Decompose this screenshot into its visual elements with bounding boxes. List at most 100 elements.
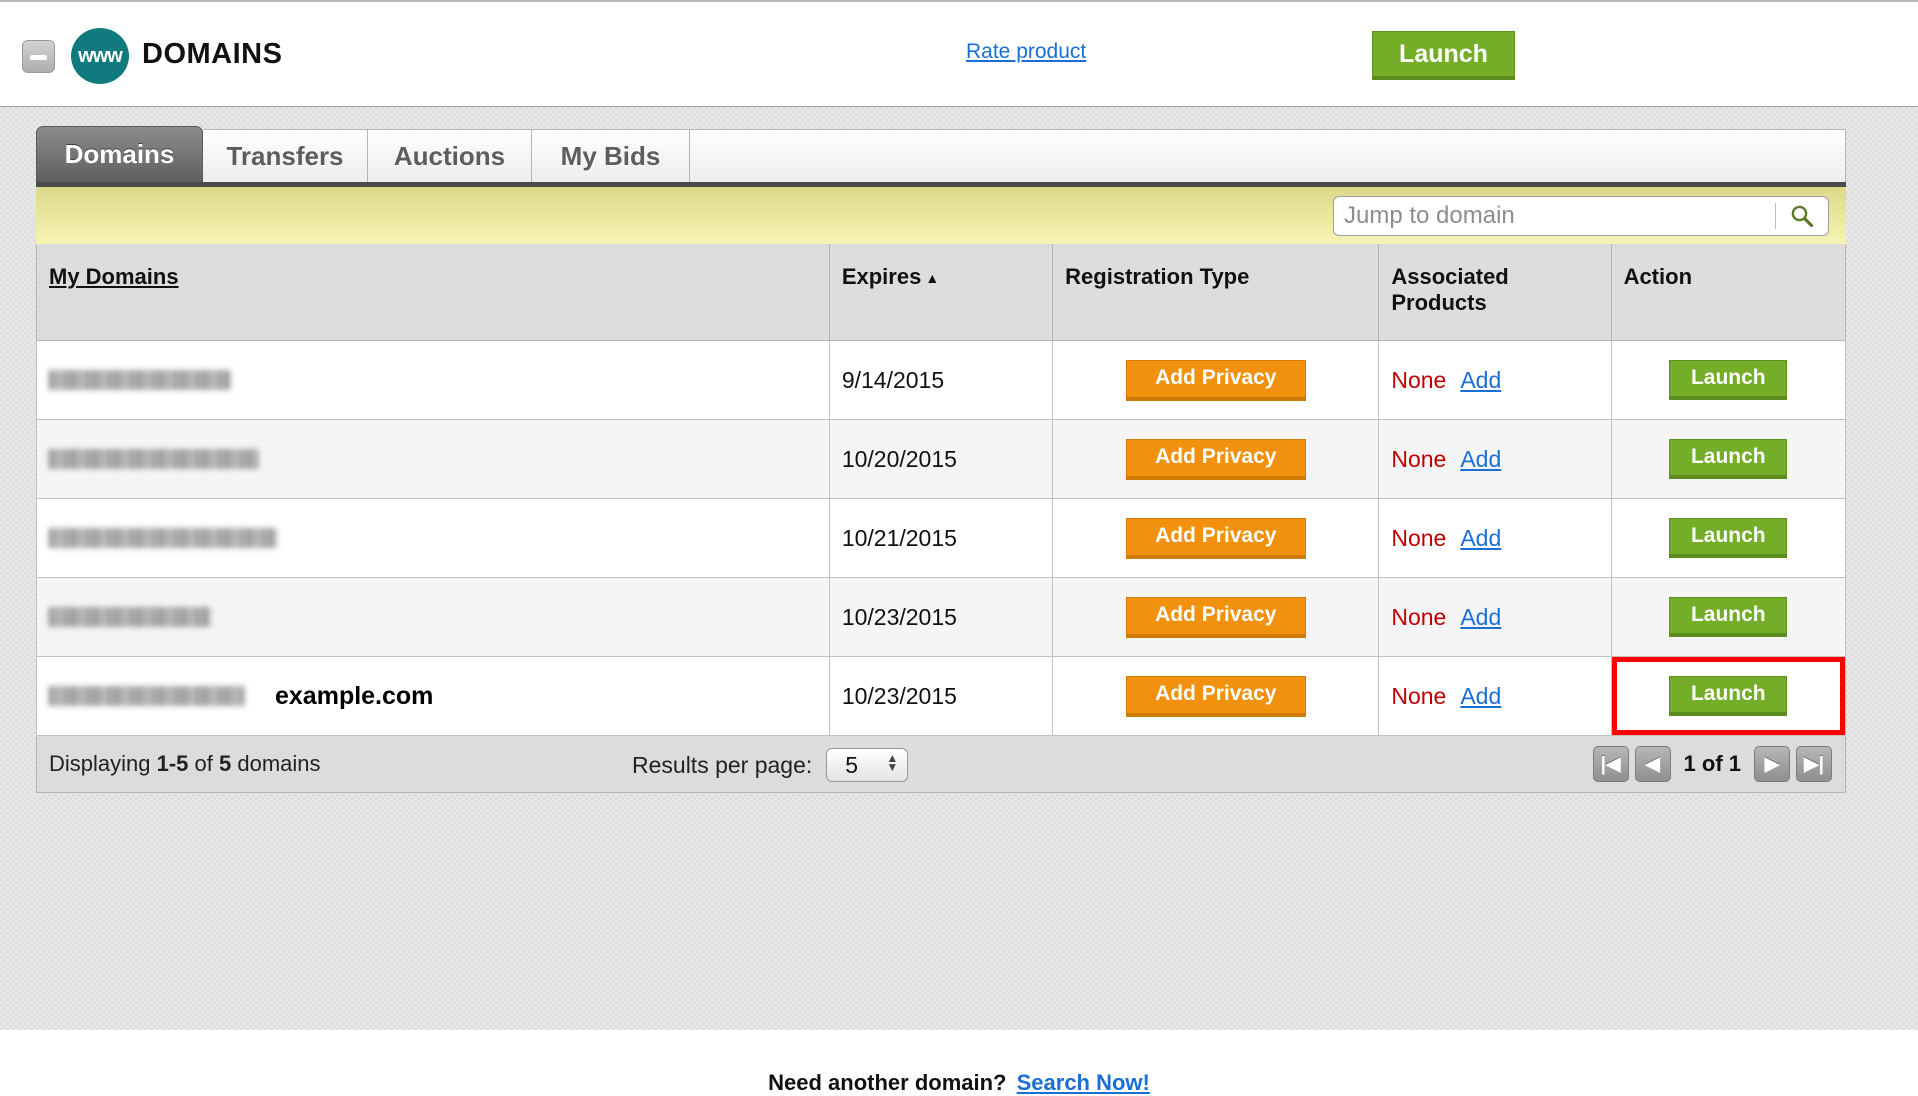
expires-cell: 10/23/2015	[828, 656, 1054, 736]
results-per-page: Results per page: 5 ▲ ▼	[632, 748, 909, 782]
column-header-associated-products-label: Associated Products	[1391, 264, 1509, 315]
tab-domains-label: Domains	[64, 139, 175, 169]
action-cell: Launch	[1610, 577, 1847, 657]
search-input[interactable]	[1334, 202, 1775, 230]
column-header-action: Action	[1610, 244, 1847, 341]
registration-type-cell: Add Privacy	[1052, 656, 1380, 736]
row-launch-button[interactable]: Launch	[1669, 360, 1788, 400]
table-row: example.com 10/23/2015 Add Privacy None Add L…	[36, 656, 1847, 736]
pager-first-button[interactable]: |◀	[1592, 746, 1629, 782]
row-launch-button[interactable]: Launch	[1669, 597, 1788, 637]
action-cell: Launch	[1610, 419, 1847, 499]
content-card: Domains Transfers Auctions My Bids	[36, 126, 1847, 793]
displaying-total: 5	[218, 751, 232, 776]
add-associated-product-link[interactable]: Add	[1460, 445, 1502, 472]
results-per-page-label: Results per page:	[632, 751, 813, 778]
add-associated-product-link[interactable]: Add	[1460, 682, 1502, 709]
associated-products-cell: None Add	[1378, 340, 1612, 420]
displaying-suffix: domains	[231, 751, 321, 776]
add-privacy-button[interactable]: Add Privacy	[1125, 359, 1306, 401]
sort-ascending-icon: ▲	[925, 270, 940, 287]
search-band	[36, 182, 1846, 244]
registration-type-cell: Add Privacy	[1052, 498, 1380, 578]
column-header-associated-products[interactable]: Associated Products	[1378, 244, 1612, 341]
search-icon[interactable]	[1776, 197, 1828, 235]
row-launch-button[interactable]: Launch	[1669, 676, 1788, 716]
add-privacy-button[interactable]: Add Privacy	[1125, 596, 1306, 638]
pager-next-button[interactable]: ▶	[1754, 746, 1790, 782]
rate-product-link[interactable]: Rate product	[966, 40, 1087, 63]
tab-auctions[interactable]: Auctions	[368, 129, 532, 182]
search-box[interactable]	[1333, 196, 1829, 236]
domain-name-cell[interactable]	[36, 577, 830, 657]
associated-products-cell: None Add	[1378, 577, 1612, 657]
column-header-registration-type-label: Registration Type	[1065, 264, 1250, 289]
minus-icon	[30, 55, 47, 60]
associated-products-cell: None Add	[1378, 656, 1612, 736]
row-launch-button[interactable]: Launch	[1669, 439, 1788, 479]
pagination-controls: |◀ ◀ 1 of 1 ▶ ▶|	[1590, 746, 1835, 782]
add-associated-product-link[interactable]: Add	[1460, 603, 1502, 630]
need-another-domain-text: Need another domain?	[768, 1070, 1007, 1095]
registration-type-cell: Add Privacy	[1052, 340, 1380, 420]
tab-domains[interactable]: Domains	[36, 126, 203, 182]
column-header-action-label: Action	[1623, 264, 1693, 289]
tab-my-bids[interactable]: My Bids	[532, 129, 690, 182]
header-launch-button[interactable]: Launch	[1372, 31, 1515, 80]
domain-name-cell[interactable]	[36, 419, 830, 499]
add-privacy-button[interactable]: Add Privacy	[1125, 438, 1306, 480]
search-now-link[interactable]: Search Now!	[1016, 1070, 1150, 1095]
pager-prev-button[interactable]: ◀	[1634, 746, 1671, 782]
table-body: 9/14/2015 Add Privacy None Add Launch 10/20/2…	[36, 340, 1847, 736]
redacted-domain-name	[49, 686, 245, 706]
domain-name-cell[interactable]	[36, 498, 830, 578]
associated-products-cell: None Add	[1378, 498, 1612, 578]
tab-transfers[interactable]: Transfers	[203, 129, 368, 182]
column-header-expires-label: Expires	[841, 264, 922, 289]
page-title: DOMAINS	[142, 38, 283, 70]
registration-type-cell: Add Privacy	[1052, 577, 1380, 657]
tab-my-bids-label: My Bids	[560, 140, 661, 171]
redacted-domain-name	[49, 528, 277, 548]
main-panel: Domains Transfers Auctions My Bids	[0, 106, 1918, 1095]
pager-last-button[interactable]: ▶|	[1796, 746, 1832, 782]
displaying-prefix: Displaying	[49, 751, 157, 776]
registration-type-cell: Add Privacy	[1052, 419, 1380, 499]
www-logo-icon: www	[71, 28, 129, 84]
results-per-page-select[interactable]: 5 ▲ ▼	[826, 748, 909, 782]
tab-bar: Domains Transfers Auctions My Bids	[36, 126, 1846, 182]
table-header-row: My Domains Expires ▲ Registration Type As…	[36, 244, 1847, 341]
column-header-expires[interactable]: Expires ▲	[828, 244, 1054, 341]
tab-auctions-label: Auctions	[393, 140, 506, 171]
collapse-toggle-button[interactable]	[22, 40, 55, 73]
displaying-count: Displaying 1-5 of 5 domains	[49, 751, 321, 777]
add-associated-product-link[interactable]: Add	[1460, 524, 1502, 551]
domain-name-cell[interactable]	[36, 340, 830, 420]
column-header-domain[interactable]: My Domains	[36, 244, 830, 341]
domain-name-cell[interactable]: example.com	[36, 656, 830, 736]
associated-products-none-label: None	[1391, 682, 1447, 709]
column-header-registration-type[interactable]: Registration Type	[1052, 244, 1380, 341]
last-page-icon: ▶|	[1804, 753, 1824, 775]
expires-cell: 10/21/2015	[828, 498, 1054, 578]
tab-bar-filler	[690, 129, 1846, 182]
redacted-domain-name	[49, 449, 259, 469]
redacted-domain-name	[49, 370, 231, 390]
action-cell-highlighted: Launch	[1610, 656, 1847, 736]
column-header-domain-label[interactable]: My Domains	[49, 264, 179, 289]
prev-page-icon: ◀	[1645, 753, 1660, 775]
add-privacy-button[interactable]: Add Privacy	[1125, 675, 1306, 717]
add-privacy-button[interactable]: Add Privacy	[1125, 517, 1306, 559]
table-row: 10/23/2015 Add Privacy None Add Launch	[36, 577, 1847, 657]
table-row: 9/14/2015 Add Privacy None Add Launch	[36, 340, 1847, 420]
product-header: www DOMAINS Rate product Launch	[0, 0, 1918, 106]
add-associated-product-link[interactable]: Add	[1460, 366, 1502, 393]
domains-table: My Domains Expires ▲ Registration Type As…	[36, 244, 1847, 736]
domain-annotation-label: example.com	[275, 681, 434, 710]
action-cell: Launch	[1610, 498, 1847, 578]
associated-products-cell: None Add	[1378, 419, 1612, 499]
expires-cell: 10/20/2015	[828, 419, 1054, 499]
stepper-icon: ▲ ▼	[886, 751, 899, 774]
associated-products-none-label: None	[1391, 366, 1447, 393]
row-launch-button[interactable]: Launch	[1669, 518, 1788, 558]
